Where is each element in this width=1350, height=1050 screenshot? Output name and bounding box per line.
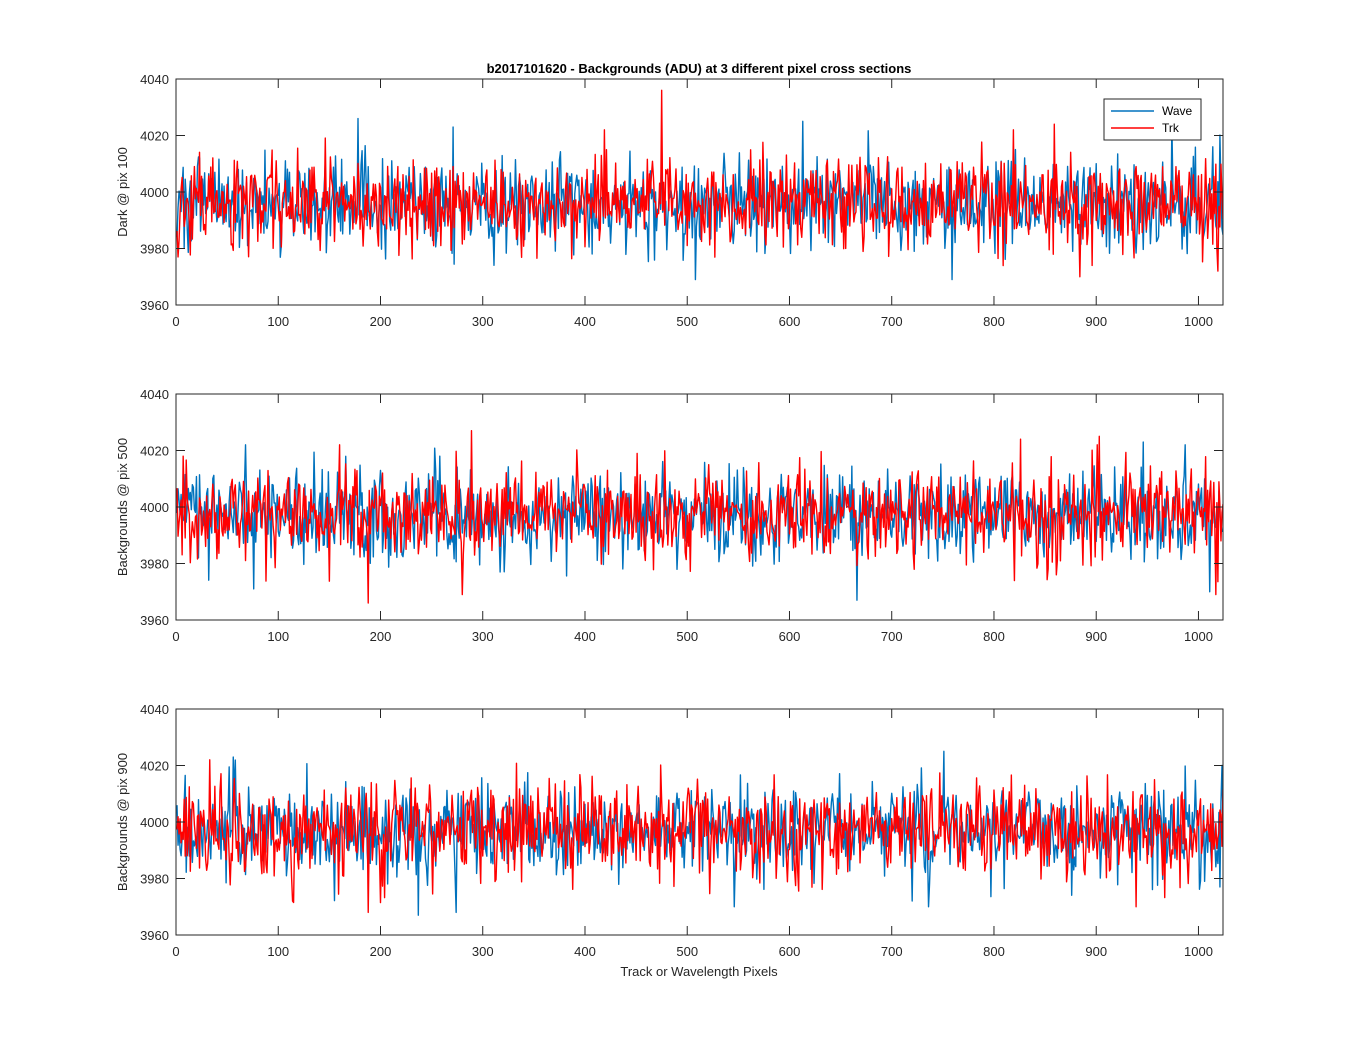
x-tick-label: 400 — [574, 944, 596, 959]
y-tick-label: 4020 — [140, 759, 169, 774]
x-tick-label: 0 — [172, 944, 179, 959]
x-tick-label: 100 — [267, 944, 289, 959]
x-tick-label: 900 — [1085, 944, 1107, 959]
y-tick-label: 3960 — [140, 928, 169, 943]
y-tick-label: 3960 — [140, 298, 169, 313]
x-tick-label: 900 — [1085, 314, 1107, 329]
x-tick-label: 400 — [574, 314, 596, 329]
y-axis-label: Backgrounds @ pix 900 — [115, 753, 130, 891]
y-tick-label: 4040 — [140, 702, 169, 717]
y-tick-label: 4020 — [140, 129, 169, 144]
axes-1: 0 100 200 300 400 500 600 700 800 900 1000 3960 3980… — [115, 72, 1224, 329]
legend-label-wave: Wave — [1162, 104, 1193, 118]
x-tick-label: 100 — [267, 629, 289, 644]
x-tick-label: 300 — [472, 629, 494, 644]
x-tick-label: 900 — [1085, 629, 1107, 644]
axes-3: 0 100 200 300 400 500 600 700 800 900 1000 3960 3980… — [115, 702, 1224, 959]
x-tick-label: 300 — [472, 314, 494, 329]
y-tick-label: 4000 — [140, 500, 169, 515]
x-tick-label: 1000 — [1184, 944, 1213, 959]
series-group — [176, 430, 1223, 604]
series-group — [176, 750, 1223, 916]
legend-box — [1103, 98, 1202, 141]
y-tick-label: 4040 — [140, 387, 169, 402]
series-line-trk — [176, 430, 1223, 604]
x-tick-label: 300 — [472, 944, 494, 959]
y-tick-label: 3980 — [140, 872, 169, 887]
x-tick-label: 1000 — [1184, 314, 1213, 329]
x-tick-label: 0 — [172, 629, 179, 644]
x-tick-label: 500 — [676, 314, 698, 329]
legend-label-trk: Trk — [1162, 121, 1180, 135]
x-tick-label: 200 — [370, 944, 392, 959]
series-line-trk — [176, 89, 1223, 278]
x-tick-label: 400 — [574, 629, 596, 644]
x-tick-label: 200 — [370, 314, 392, 329]
x-tick-label: 600 — [779, 314, 801, 329]
x-axis-label: Track or Wavelength Pixels — [620, 964, 778, 979]
x-tick-label: 700 — [881, 944, 903, 959]
x-tick-label: 100 — [267, 314, 289, 329]
x-tick-label: 0 — [172, 314, 179, 329]
x-tick-label: 200 — [370, 629, 392, 644]
x-tick-label: 800 — [983, 629, 1005, 644]
x-tick-label: 600 — [779, 629, 801, 644]
x-tick-label: 800 — [983, 944, 1005, 959]
axes-container: 0 100 200 300 400 500 600 700 800 900 100039603980… — [115, 72, 1224, 959]
x-tick-label: 600 — [779, 944, 801, 959]
y-tick-label: 3980 — [140, 557, 169, 572]
series-line-trk — [176, 759, 1223, 914]
series-group — [176, 89, 1223, 281]
y-axis-label: Dark @ pix 100 — [115, 147, 130, 237]
legend: Wave Trk — [1103, 98, 1202, 141]
y-tick-label: 3980 — [140, 242, 169, 257]
axes-2: 0 100 200 300 400 500 600 700 800 900 1000 3960 3980… — [115, 387, 1224, 644]
figure-title: b2017101620 - Backgrounds (ADU) at 3 dif… — [487, 61, 912, 76]
y-tick-label: 4020 — [140, 444, 169, 459]
y-tick-label: 4000 — [140, 815, 169, 830]
x-tick-label: 700 — [881, 629, 903, 644]
x-tick-label: 500 — [676, 629, 698, 644]
x-tick-label: 800 — [983, 314, 1005, 329]
y-axis-label: Backgrounds @ pix 500 — [115, 438, 130, 576]
x-tick-label: 500 — [676, 944, 698, 959]
y-tick-label: 3960 — [140, 613, 169, 628]
y-tick-label: 4000 — [140, 185, 169, 200]
x-tick-label: 700 — [881, 314, 903, 329]
x-tick-label: 1000 — [1184, 629, 1213, 644]
y-tick-label: 4040 — [140, 72, 169, 87]
